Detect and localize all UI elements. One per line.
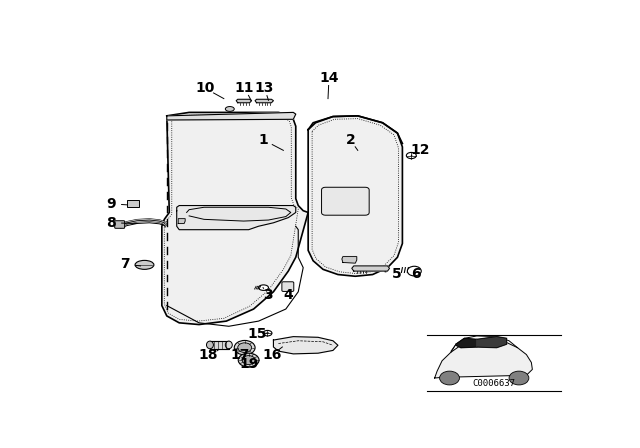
Polygon shape: [210, 341, 229, 349]
Ellipse shape: [135, 260, 154, 269]
Polygon shape: [177, 206, 296, 230]
Polygon shape: [178, 219, 185, 224]
Ellipse shape: [234, 340, 255, 355]
Ellipse shape: [259, 285, 269, 290]
Ellipse shape: [406, 152, 416, 159]
Circle shape: [408, 266, 421, 276]
Circle shape: [440, 371, 460, 385]
Polygon shape: [167, 112, 296, 120]
Ellipse shape: [225, 341, 232, 349]
Polygon shape: [456, 338, 477, 348]
Text: C0006637: C0006637: [473, 379, 516, 388]
Text: 10: 10: [195, 81, 214, 95]
Text: 6: 6: [412, 267, 421, 281]
Circle shape: [509, 371, 529, 385]
Text: 12: 12: [410, 143, 430, 157]
Text: 8: 8: [106, 216, 116, 230]
Ellipse shape: [237, 343, 252, 353]
FancyBboxPatch shape: [127, 200, 139, 207]
Polygon shape: [342, 257, 356, 263]
Polygon shape: [255, 99, 273, 103]
Ellipse shape: [238, 353, 259, 367]
Text: 19: 19: [239, 357, 259, 371]
Text: 7: 7: [120, 257, 129, 271]
Text: 4: 4: [284, 288, 293, 302]
Polygon shape: [477, 336, 507, 348]
FancyBboxPatch shape: [321, 187, 369, 215]
Text: 13: 13: [255, 81, 274, 95]
Polygon shape: [236, 99, 252, 103]
Text: 15: 15: [248, 327, 268, 341]
Ellipse shape: [225, 107, 234, 112]
Text: 18: 18: [198, 348, 218, 362]
Text: 14: 14: [319, 71, 339, 85]
Text: 17: 17: [230, 348, 250, 362]
Polygon shape: [308, 116, 403, 276]
Text: 11: 11: [235, 81, 255, 95]
Polygon shape: [435, 341, 532, 378]
Polygon shape: [162, 112, 308, 324]
Polygon shape: [352, 266, 390, 271]
Text: 1: 1: [259, 133, 268, 147]
Text: 3: 3: [262, 288, 272, 302]
FancyBboxPatch shape: [282, 282, 294, 292]
Ellipse shape: [207, 341, 213, 349]
Text: 2: 2: [346, 133, 355, 147]
Ellipse shape: [263, 331, 272, 336]
Text: 5: 5: [392, 267, 401, 281]
Text: 16: 16: [263, 348, 282, 362]
Polygon shape: [273, 336, 338, 354]
Text: 9: 9: [106, 197, 116, 211]
FancyBboxPatch shape: [115, 221, 125, 228]
Ellipse shape: [242, 356, 255, 365]
